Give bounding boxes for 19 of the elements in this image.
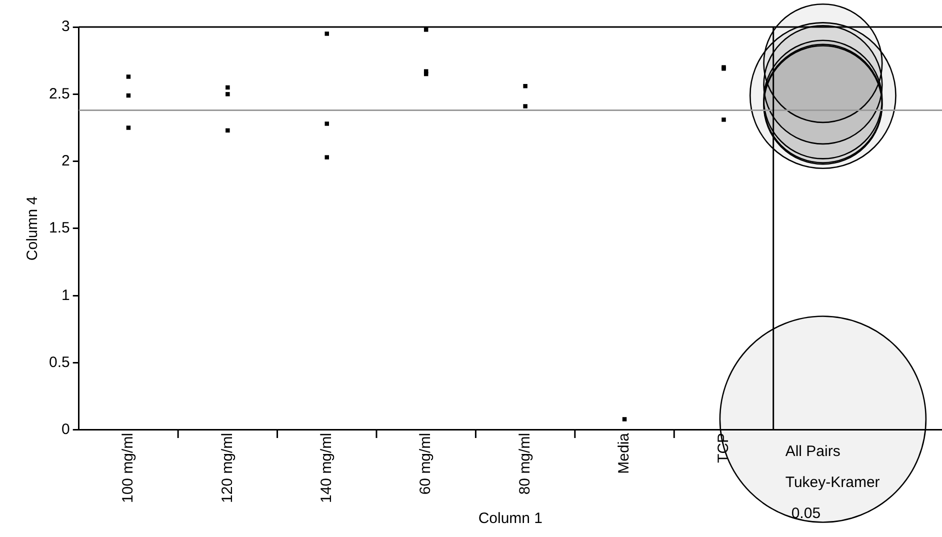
x-tick-label: 100 mg/ml bbox=[120, 432, 137, 504]
text: Tukey-Kramer bbox=[785, 474, 880, 491]
text: All Pairs bbox=[785, 442, 840, 460]
text: 0.05 bbox=[791, 504, 821, 522]
x-tick-label: 140 mg/ml bbox=[318, 432, 336, 504]
y-tick-label: 0.5 bbox=[48, 354, 70, 371]
x-axis-title: Column 1 bbox=[478, 510, 543, 528]
y-tick-label: 2 bbox=[62, 152, 70, 170]
y-tick-label: 2.5 bbox=[48, 85, 70, 102]
y-tick-label: 0 bbox=[62, 421, 70, 438]
y-tick-label: 1.5 bbox=[48, 220, 70, 237]
x-tick-label: 60 mg/ml bbox=[417, 432, 434, 495]
x-tick-label: Media bbox=[616, 432, 633, 474]
x-tick-label: 80 mg/ml bbox=[516, 432, 534, 495]
y-tick-label: 3 bbox=[62, 18, 70, 36]
y-axis-title: Column 4 bbox=[24, 196, 42, 261]
y-tick-label: 1 bbox=[62, 286, 70, 304]
x-tick-label: 120 mg/ml bbox=[218, 432, 236, 504]
x-tick-label: TCP bbox=[714, 432, 732, 463]
